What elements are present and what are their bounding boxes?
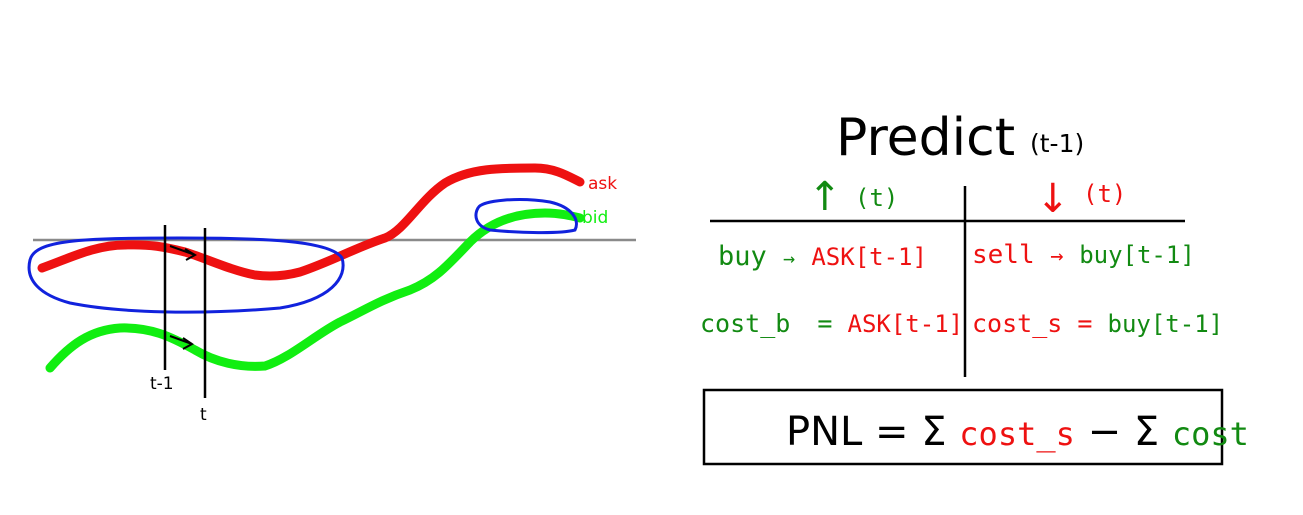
row1-right: sell → buy[t-1] bbox=[972, 240, 1195, 270]
down-label: (t) bbox=[1083, 180, 1126, 208]
row1-left-ask: ASK[t-1] bbox=[811, 243, 927, 271]
pnl-box: PNL = Σ cost_s − Σ cost bbox=[702, 388, 1249, 466]
row2-left-ask: ASK[t-1] bbox=[848, 310, 964, 338]
down-arrow-icon: ↓ bbox=[1036, 176, 1070, 222]
row1-left: buy → ASK[t-1] bbox=[718, 241, 927, 272]
row2-right: cost_s = buy[t-1] bbox=[972, 309, 1223, 338]
price-chart: ask bid t-1 t bbox=[27, 163, 636, 425]
row1-right-buy: buy[t-1] bbox=[1079, 241, 1195, 269]
bid-label: bid bbox=[582, 208, 608, 228]
ask-curve bbox=[37, 163, 585, 281]
row2-right-cost-s: cost_s bbox=[972, 309, 1062, 338]
pnl-prefix: PNL bbox=[786, 409, 863, 455]
pnl-formula: PNL = Σ cost_s − Σ cost bbox=[786, 409, 1249, 455]
prediction-table: Predict (t-1) ↑ (t) ↓ (t) buy → ASK[t-1]… bbox=[700, 108, 1223, 377]
pnl-equals: = bbox=[875, 409, 909, 455]
title-predict: Predict bbox=[836, 108, 1015, 168]
ellipse-right bbox=[474, 198, 578, 235]
t-label: t bbox=[200, 405, 207, 425]
title-subscript: (t-1) bbox=[1030, 129, 1084, 158]
t-minus-1-label: t-1 bbox=[150, 374, 174, 394]
row2-left: cost_b = ASK[t-1] bbox=[700, 309, 963, 338]
arrow-right-icon: → bbox=[1050, 244, 1063, 269]
ask-label: ask bbox=[588, 174, 617, 194]
bid-curve bbox=[45, 208, 585, 373]
row1-left-buy: buy bbox=[718, 241, 767, 272]
sigma-icon: Σ bbox=[921, 409, 946, 455]
row2-right-eq: = bbox=[1077, 309, 1092, 338]
pnl-term-cost: cost bbox=[1172, 415, 1249, 453]
row2-right-buy: buy[t-1] bbox=[1108, 310, 1224, 338]
arrow-icon bbox=[169, 335, 194, 350]
arrow-icon bbox=[169, 245, 197, 261]
row2-left-eq: = bbox=[817, 309, 832, 338]
arrow-right-icon: → bbox=[783, 246, 795, 270]
pnl-minus: − bbox=[1088, 409, 1122, 455]
pnl-frame bbox=[702, 388, 1224, 466]
sigma-icon: Σ bbox=[1134, 409, 1159, 455]
up-arrow-icon: ↑ bbox=[808, 174, 842, 220]
row1-right-sell: sell bbox=[972, 240, 1035, 270]
up-label: (t) bbox=[855, 184, 898, 212]
row2-left-cost-b: cost_b bbox=[700, 309, 790, 338]
ellipse-left bbox=[27, 236, 345, 314]
pnl-term-cost-s: cost_s bbox=[959, 415, 1075, 453]
